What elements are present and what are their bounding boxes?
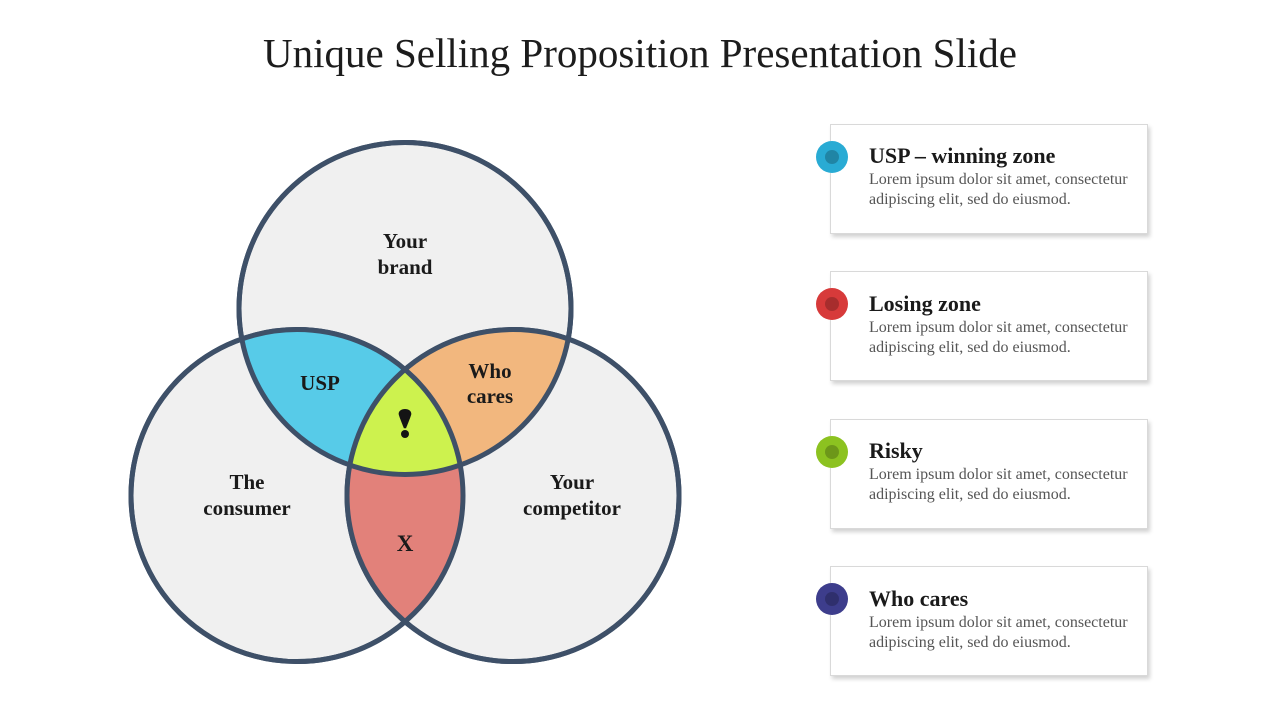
svg-text:Your: Your	[383, 229, 427, 253]
svg-text:consumer: consumer	[203, 496, 291, 520]
svg-text:brand: brand	[378, 255, 433, 279]
svg-text:cares: cares	[467, 384, 513, 408]
svg-text:Your: Your	[550, 470, 594, 494]
svg-text:USP: USP	[300, 371, 340, 395]
svg-text:X: X	[397, 531, 414, 556]
svg-text:competitor: competitor	[523, 496, 621, 520]
svg-text:Who: Who	[468, 359, 511, 383]
svg-text:The: The	[229, 470, 264, 494]
